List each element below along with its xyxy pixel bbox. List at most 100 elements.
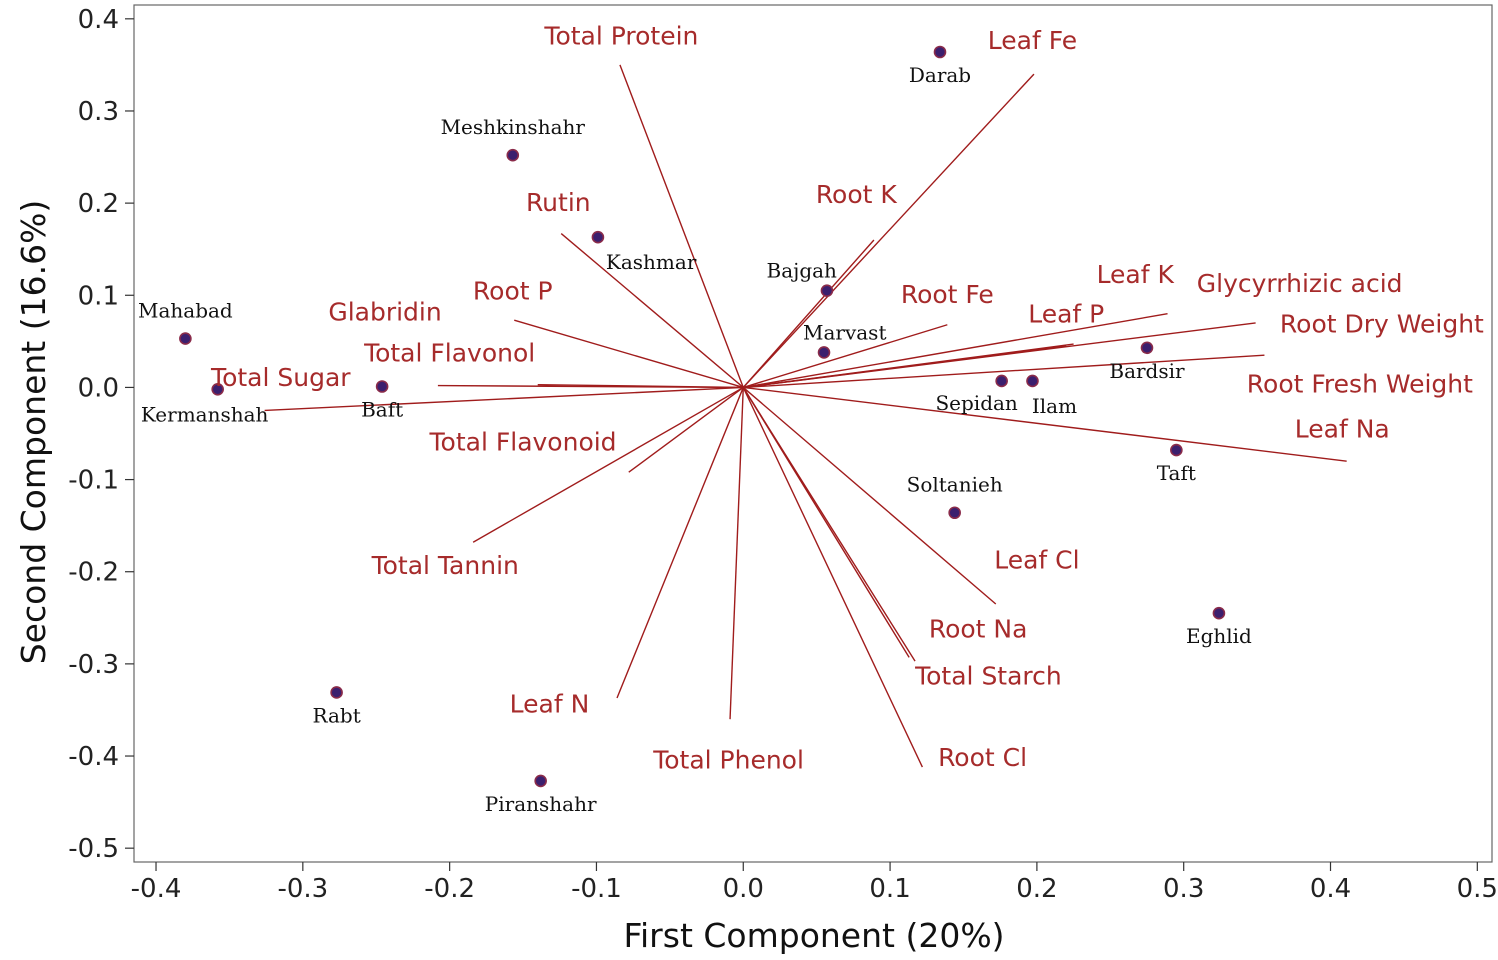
point-piranshahr [534, 774, 547, 788]
var-label-leaf-na: Leaf Na [1295, 415, 1390, 444]
var-label-root-dry-weight: Root Dry Weight [1280, 310, 1484, 339]
loading-vectors [264, 64, 1347, 768]
var-label-root-na: Root Na [929, 615, 1028, 644]
x-tick-label: 0.1 [869, 874, 910, 904]
point-label-meshkinshahr: Meshkinshahr [441, 115, 586, 139]
x-tick-label: -0.3 [277, 874, 328, 904]
labels-layer: Total Protein Leaf Fe Root K Rutin Root P Gla… [138, 21, 1484, 816]
var-label-rutin: Rutin [526, 188, 591, 217]
vector-total-flavonoid [628, 386, 744, 473]
vector-total-tannin [472, 386, 744, 543]
vector-root-p [514, 319, 744, 389]
vector-glycyrrhizic-acid [743, 313, 1168, 389]
var-label-root-cl: Root Cl [938, 743, 1027, 772]
vector-leaf-fe [742, 73, 1035, 388]
point-label-marvast: Marvast [803, 320, 887, 344]
var-label-total-starch: Total Starch [914, 662, 1062, 691]
point-rabt [330, 686, 343, 699]
var-label-total-flavonol: Total Flavonol [363, 338, 535, 367]
var-label-root-fresh-weight: Root Fresh Weight [1247, 370, 1473, 399]
point-baft [375, 380, 389, 393]
score-points [179, 45, 1226, 788]
var-label-glycyrrhizic-acid: Glycyrrhizic acid [1197, 269, 1403, 298]
x-tick-label: 0.2 [1016, 874, 1057, 904]
vector-total-protein [619, 64, 744, 388]
var-label-glabridin: Glabridin [328, 298, 441, 327]
x-tick-label: 0.0 [723, 874, 764, 904]
point-marvast [817, 346, 831, 359]
x-tick-label: -0.4 [131, 874, 182, 904]
point-bajgah [820, 284, 834, 297]
point-darab [933, 45, 947, 59]
var-label-total-tannin: Total Tannin [371, 551, 519, 580]
point-kermanshah [211, 382, 224, 396]
x-tick-label: -0.2 [424, 874, 475, 904]
y-tick-label: 0.2 [78, 189, 119, 219]
point-label-kermanshah: Kermanshah [141, 402, 269, 426]
var-label-total-sugar: Total Sugar [210, 363, 351, 392]
vector-rutin [560, 232, 744, 388]
point-label-piranshahr: Piranshahr [485, 792, 597, 816]
point-bardsir [1140, 341, 1154, 355]
point-label-taft: Taft [1157, 461, 1196, 485]
point-eghlid [1212, 606, 1226, 620]
point-label-eghlid: Eghlid [1186, 624, 1252, 648]
y-tick-label: -0.5 [68, 834, 119, 864]
y-tick-label: -0.4 [68, 742, 119, 772]
point-label-sepidan: Sepidan [935, 391, 1017, 415]
point-label-kashmar: Kashmar [606, 250, 697, 274]
vector-root-cl [742, 387, 924, 768]
y-tick-label: -0.3 [68, 650, 119, 680]
vector-root-k [742, 239, 875, 388]
point-label-darab: Darab [909, 63, 971, 87]
var-label-total-protein: Total Protein [543, 21, 698, 50]
y-tick-label: -0.1 [68, 466, 119, 496]
y-tick-label: 0.4 [78, 5, 119, 35]
vector-leaf-cl [742, 386, 997, 605]
axes-layer: -0.4 -0.3 -0.2 -0.1 0.0 0.1 0.2 0.3 0.4 0.5 0.4 0.3… [68, 4, 1498, 904]
var-label-leaf-cl: Leaf Cl [994, 546, 1079, 575]
point-label-bardsir: Bardsir [1109, 359, 1185, 383]
var-label-leaf-n: Leaf N [510, 689, 590, 718]
point-label-soltanieh: Soltanieh [907, 473, 1003, 497]
point-sepidan [995, 374, 1008, 388]
point-meshkinshahr [506, 148, 520, 162]
point-label-mahabad: Mahabad [138, 299, 233, 323]
var-label-total-phenol: Total Phenol [652, 746, 804, 775]
y-tick-label: 0.1 [78, 281, 119, 311]
vector-leaf-p [743, 345, 1067, 389]
y-axis-title: Second Component (16.6%) [14, 200, 53, 665]
plot-frame [133, 4, 1493, 863]
x-axis-title: First Component (20%) [623, 916, 1004, 955]
x-tick-label: 0.5 [1457, 874, 1498, 904]
y-tick-label: -0.2 [68, 558, 119, 588]
vector-root-fresh-weight [743, 354, 1265, 389]
vector-root-fe [743, 324, 948, 389]
var-label-root-p: Root P [473, 277, 553, 306]
vector-total-sugar [264, 386, 744, 412]
x-tick-label: 0.3 [1163, 874, 1204, 904]
var-label-root-k: Root K [816, 180, 898, 209]
point-ilam [1026, 374, 1039, 388]
point-taft [1170, 443, 1183, 457]
point-soltanieh [948, 506, 961, 520]
x-tick-label: 0.4 [1310, 874, 1351, 904]
var-label-total-flavonoid: Total Flavonoid [429, 428, 617, 457]
point-label-bajgah: Bajgah [767, 259, 838, 283]
point-mahabad [179, 332, 192, 345]
y-tick-label: 0.0 [78, 373, 119, 403]
y-tick-label: 0.3 [78, 97, 119, 127]
point-label-baft: Baft [361, 398, 403, 422]
vector-total-flavonol [537, 383, 744, 389]
var-label-leaf-p: Leaf P [1028, 300, 1104, 329]
var-label-leaf-k: Leaf K [1097, 260, 1175, 289]
x-tick-label: -0.1 [571, 874, 622, 904]
var-label-root-fe: Root Fe [901, 280, 994, 309]
vector-total-phenol [729, 387, 744, 720]
vector-root-na [742, 387, 910, 658]
point-label-ilam: Ilam [1032, 394, 1077, 418]
point-kashmar [591, 230, 605, 244]
point-label-rabt: Rabt [312, 703, 360, 727]
vector-leaf-n [616, 387, 744, 699]
